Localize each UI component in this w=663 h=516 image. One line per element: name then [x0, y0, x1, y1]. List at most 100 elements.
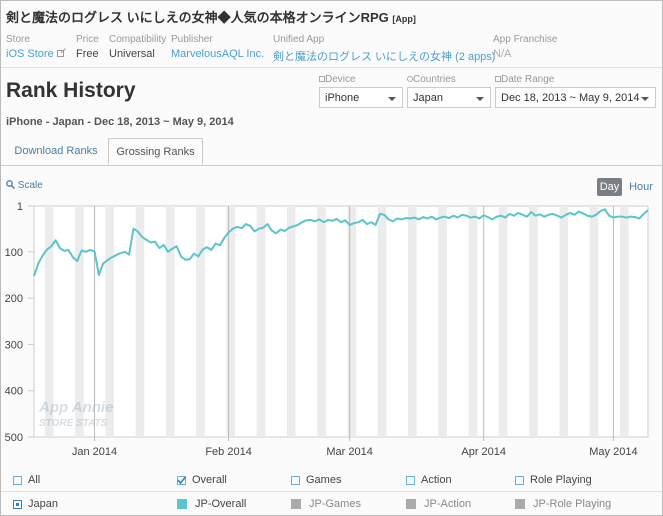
selector-label: Countries: [413, 74, 456, 85]
checkbox[interactable]: [291, 475, 300, 485]
field-label: Price: [76, 34, 99, 45]
weekend-band: [619, 206, 629, 437]
x-tick-label: Jan 2014: [72, 446, 117, 458]
weekend-band: [559, 206, 569, 437]
x-tick-label: Mar 2014: [326, 446, 372, 458]
weekend-band: [317, 206, 326, 437]
legend-swatch: [406, 499, 416, 510]
checkbox[interactable]: [406, 475, 415, 485]
weekend-band: [498, 206, 508, 437]
x-tick-label: Apr 2014: [461, 446, 506, 458]
external-icon: [56, 48, 66, 57]
y-tick-label: 200: [5, 293, 23, 305]
x-tick-label: Feb 2014: [205, 446, 251, 458]
filter-option[interactable]: All: [13, 474, 40, 486]
chart: App Annie STORE STATS 1 100 200 300 400 500 Jan …: [5, 201, 649, 458]
tab[interactable]: Download Ranks: [14, 145, 98, 157]
weekend-band: [226, 206, 236, 437]
legend-entry[interactable]: JP-Action: [406, 498, 471, 510]
filter-option[interactable]: Games: [291, 474, 341, 486]
legend-label: JP-Games: [309, 498, 361, 510]
legend-swatch: [515, 499, 525, 510]
selector-label: Device: [325, 74, 356, 85]
filter-option[interactable]: Overall: [177, 474, 227, 486]
country-option[interactable]: Japan: [13, 498, 58, 510]
weekend-band: [44, 206, 54, 437]
granularity-button[interactable]: Hour: [629, 181, 653, 193]
y-tick-label: 100: [5, 247, 23, 259]
section-title: Rank History: [6, 79, 136, 102]
field-label: Unified App: [273, 34, 325, 45]
legend-entry[interactable]: JP-Role Playing: [515, 498, 611, 510]
field-label: App Franchise: [493, 34, 558, 45]
checkbox[interactable]: [13, 475, 22, 485]
tab-line: [1, 165, 662, 166]
filter-label: Games: [306, 474, 342, 486]
scale-label: Scale: [17, 180, 43, 191]
legend-label: JP-Overall: [195, 498, 247, 510]
field-label: Publisher: [171, 34, 213, 45]
checkbox[interactable]: [177, 475, 186, 485]
selector-icon: [495, 76, 501, 82]
country-label: Japan: [28, 498, 58, 510]
app-title: 剣と魔法のログレス いにしえの女神◆人気の本格オンラインRPG [App]: [6, 7, 416, 26]
filter-option[interactable]: Action: [406, 474, 452, 486]
weekend-band: [438, 206, 447, 437]
filter-label: Overall: [192, 474, 227, 486]
field-value: N/A: [493, 48, 512, 60]
field-value[interactable]: 剣と魔法のログレス いにしえの女神 (2 apps): [273, 51, 496, 63]
legend-swatch: [177, 499, 187, 510]
y-tick-label: 300: [5, 339, 23, 351]
legend-entry[interactable]: JP-Overall: [177, 498, 246, 510]
check-mark: [177, 476, 186, 484]
selector[interactable]: Japan: [407, 87, 491, 108]
x-tick-label: May 2014: [589, 446, 637, 458]
legend-separator: [1, 491, 662, 492]
legend-label: JP-Action: [424, 498, 472, 510]
weekend-band: [135, 206, 145, 437]
watermark: App Annie STORE STATS: [38, 399, 113, 429]
field-value[interactable]: iOS Store: [6, 48, 66, 60]
weekend-band: [589, 206, 599, 437]
watermark-text: App Annie: [38, 399, 113, 416]
y-tick-label: 1: [17, 201, 23, 213]
selector[interactable]: Dec 18, 2013 ~ May 9, 2014: [495, 87, 656, 108]
scale-toggle[interactable]: Scale: [6, 180, 43, 191]
series-line: [33, 208, 649, 277]
filter-label: Role Playing: [530, 474, 592, 486]
granularity-button[interactable]: Day: [597, 178, 622, 196]
selector[interactable]: iPhone: [319, 87, 403, 108]
field-label: Store: [6, 34, 30, 45]
app-name: 剣と魔法のログレス いにしえの女神◆人気の本格オンラインRPG: [6, 10, 389, 25]
watermark-text: STORE STATS: [39, 418, 108, 429]
tab[interactable]: Grossing Ranks: [108, 138, 203, 165]
field-label: Compatibility: [109, 34, 167, 45]
legend-label: JP-Role Playing: [533, 498, 612, 510]
weekend-band: [75, 206, 84, 437]
weekend-band: [529, 206, 538, 437]
magnifier-icon: [6, 180, 16, 190]
field-value[interactable]: MarvelousAQL Inc.: [171, 48, 265, 60]
selector-icon: [319, 76, 325, 82]
plot-area: [33, 205, 649, 438]
selector-icon: [407, 76, 413, 82]
weekend-band: [408, 206, 417, 437]
weekend-band: [196, 206, 205, 437]
radio[interactable]: [13, 499, 22, 509]
separator: [1, 67, 662, 68]
checkbox[interactable]: [515, 475, 524, 485]
radio-dot: [16, 502, 19, 506]
weekend-band: [286, 206, 296, 437]
weekend-band: [377, 206, 387, 437]
weekend-band: [347, 206, 357, 437]
field-value: Free: [76, 48, 99, 60]
filter-label: All: [28, 474, 41, 486]
filter-option[interactable]: Role Playing: [515, 474, 592, 486]
app-tag: [App]: [392, 14, 416, 24]
legend-entry[interactable]: JP-Games: [291, 498, 361, 510]
weekend-band: [256, 206, 266, 437]
field-value: Universal: [109, 48, 155, 60]
subtitle: iPhone - Japan - Dec 18, 2013 ~ May 9, 2…: [6, 116, 234, 128]
weekend-band: [468, 206, 478, 437]
